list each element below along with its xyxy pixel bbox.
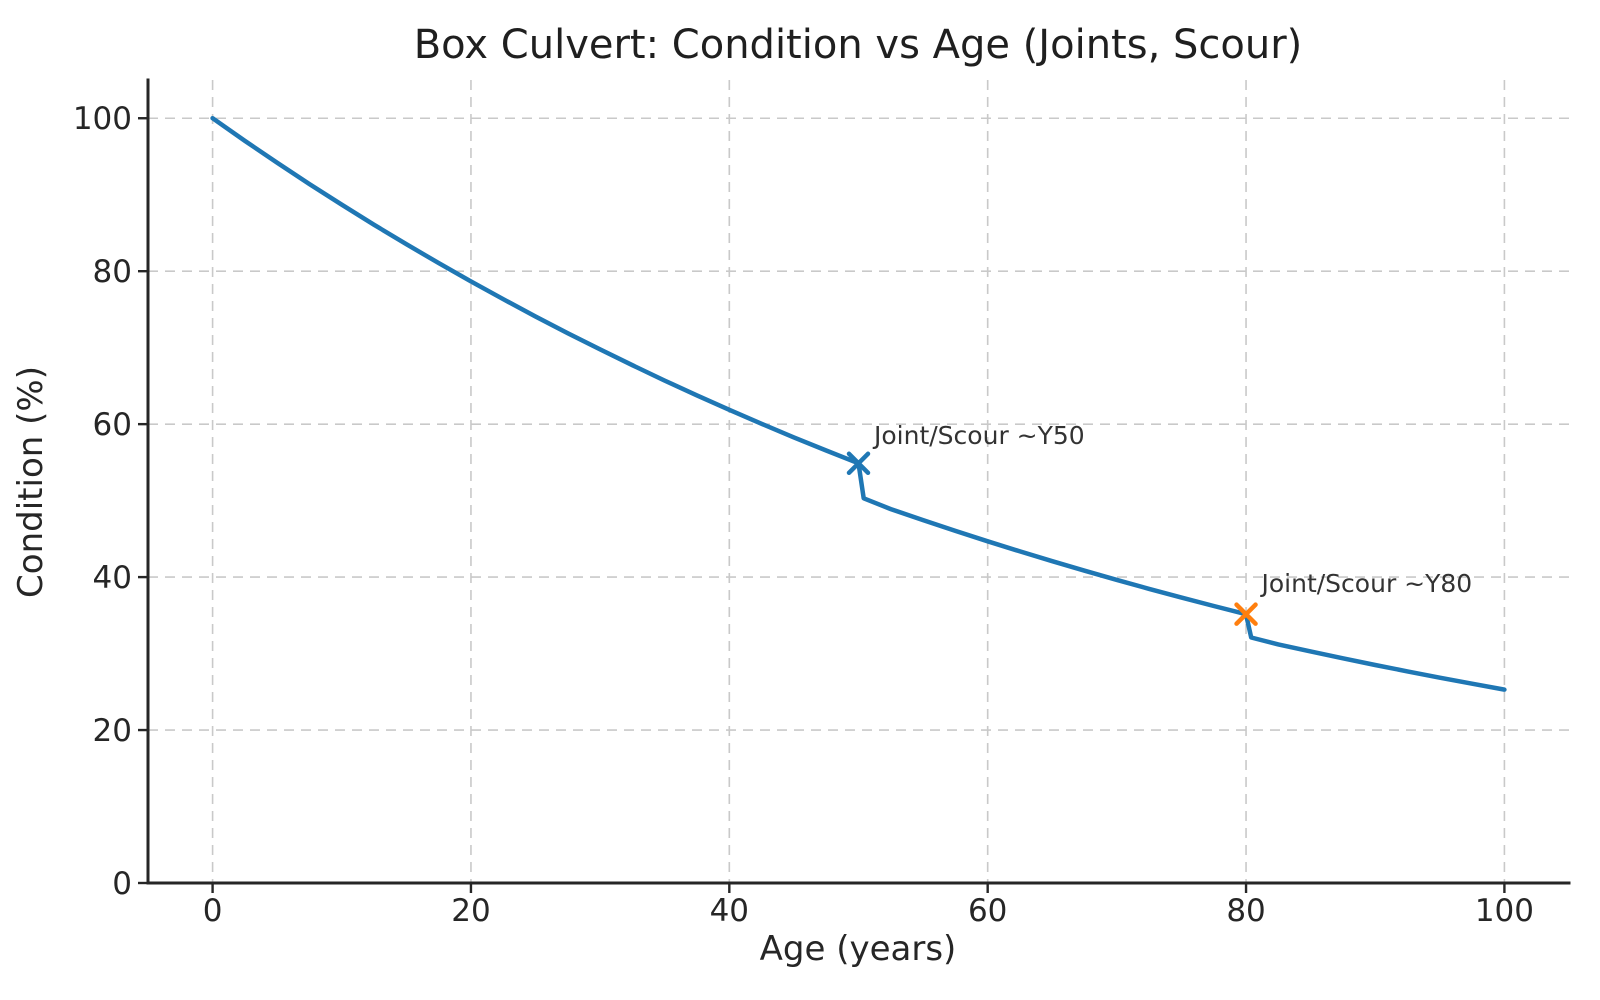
tick-labels: 0 20 40 60 80 100 0 20 40 60 80 100 xyxy=(73,101,1534,929)
x-tick-label: 100 xyxy=(1475,893,1534,929)
axis-ticks xyxy=(138,117,1506,893)
grid-lines xyxy=(148,80,1569,884)
marker-stroke xyxy=(1234,602,1258,626)
event-markers xyxy=(846,451,1258,626)
axes-spines xyxy=(146,78,1571,885)
y-tick-label: 40 xyxy=(93,560,132,596)
condition-line xyxy=(210,115,1507,692)
chart-title: Box Culvert: Condition vs Age (Joints, S… xyxy=(414,22,1303,68)
y-tick-label: 20 xyxy=(93,713,132,749)
marker-stroke xyxy=(846,451,871,476)
condition-curve xyxy=(210,115,1507,692)
event-marker-x xyxy=(1234,602,1258,626)
y-axis-label: Condition (%) xyxy=(11,366,51,598)
y-tick-label: 60 xyxy=(93,407,132,443)
x-tick-label: 80 xyxy=(1226,893,1265,929)
annotation-joint-scour-y80: Joint/Scour ~Y80 xyxy=(1260,569,1473,598)
x-tick-label: 40 xyxy=(710,893,749,929)
x-tick-label: 0 xyxy=(203,893,223,929)
annotation-joint-scour-y50: Joint/Scour ~Y50 xyxy=(872,421,1085,450)
x-axis-label: Age (years) xyxy=(760,929,957,969)
y-tick-label: 100 xyxy=(73,101,132,137)
event-marker-x xyxy=(846,451,871,476)
x-tick-label: 60 xyxy=(968,893,1007,929)
y-tick-label: 0 xyxy=(112,866,132,902)
x-tick-label: 20 xyxy=(451,893,490,929)
y-tick-label: 80 xyxy=(93,254,132,290)
